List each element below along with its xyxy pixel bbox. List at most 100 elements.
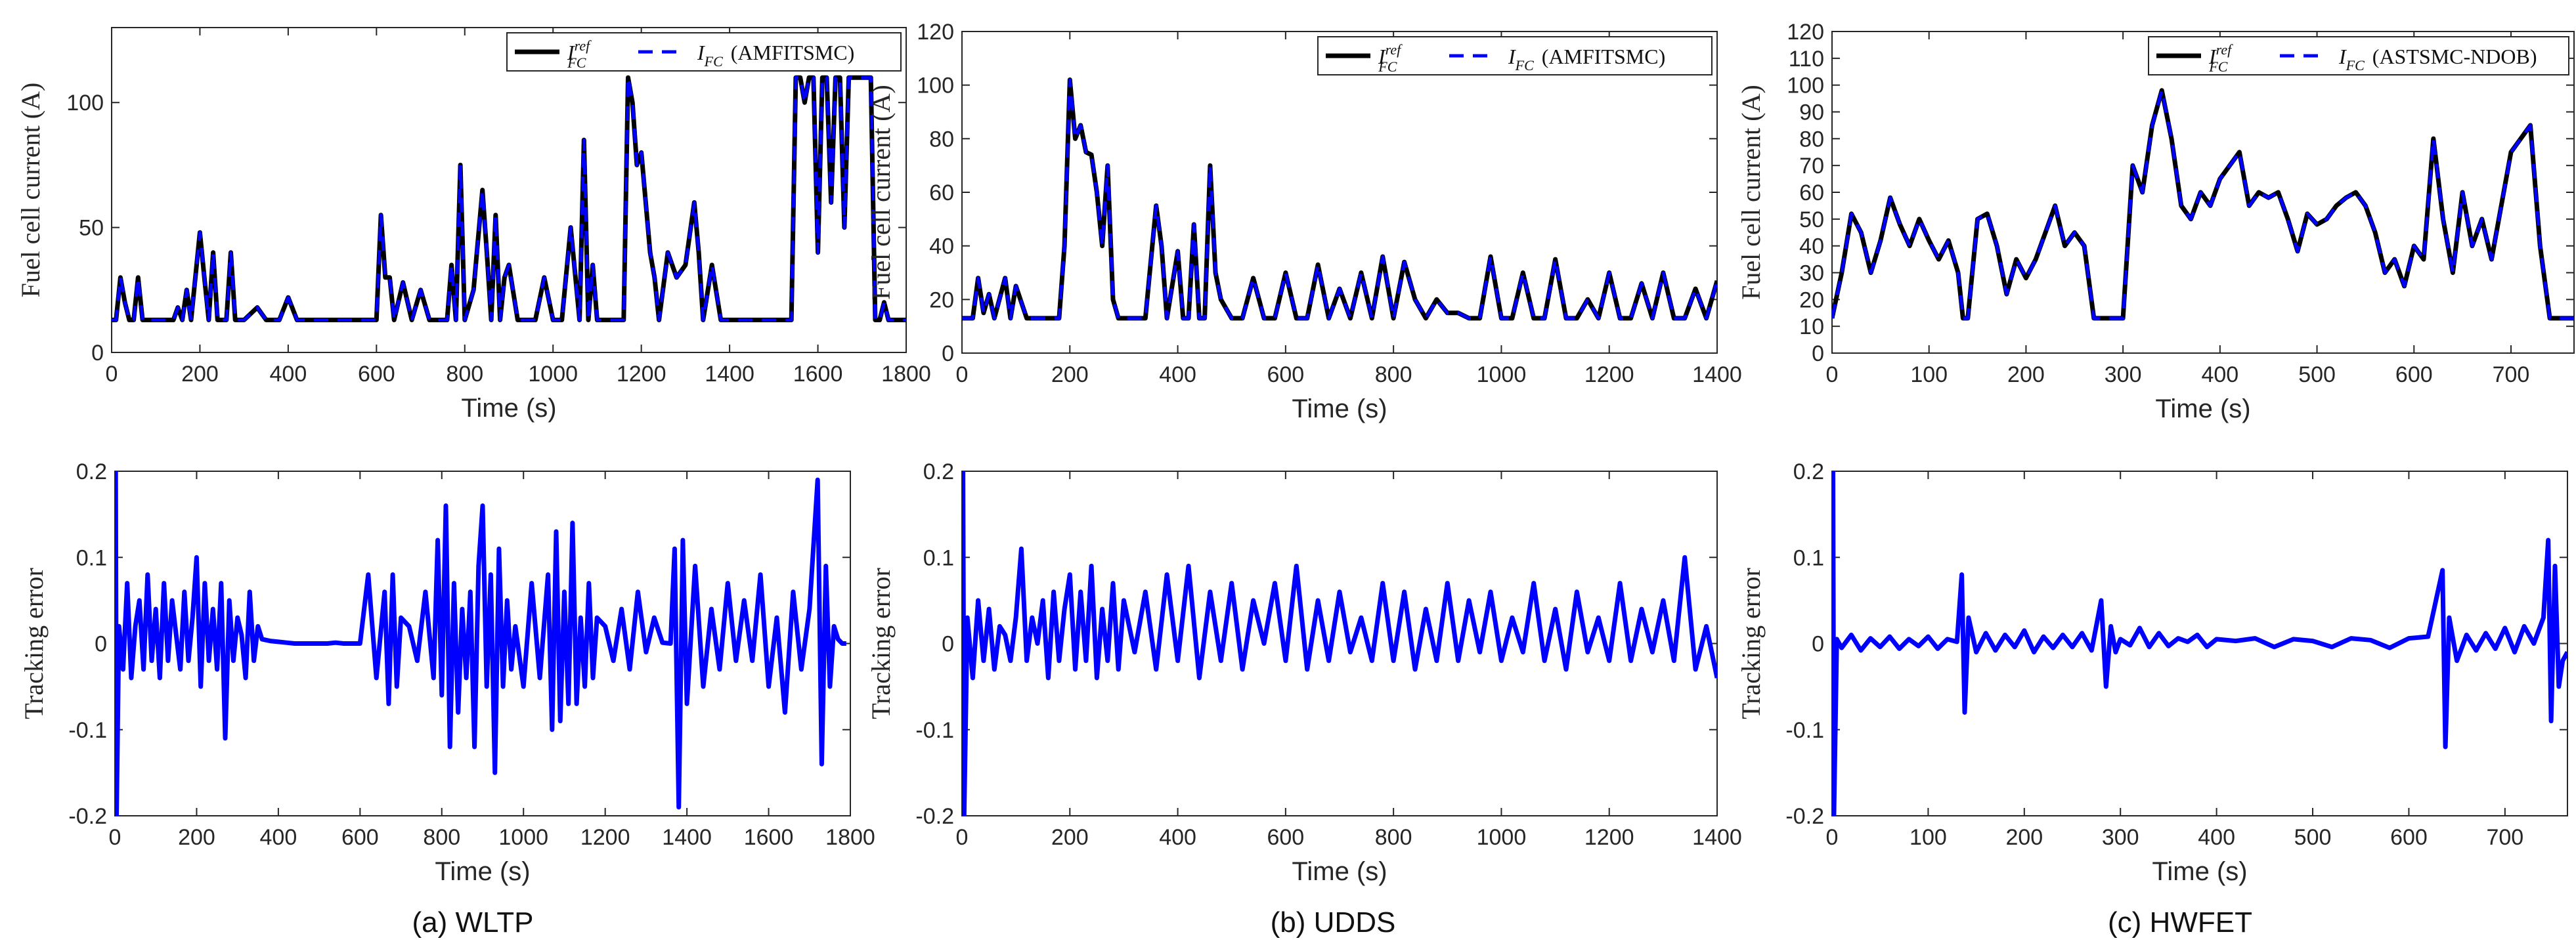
legend-ref-sup: ref [1386, 41, 1403, 58]
x-tick-label: 0 [956, 825, 969, 850]
x-tick-label: 1600 [793, 362, 843, 387]
legend-ref-symbol: I [2208, 45, 2217, 68]
caption-a: (a) WLTP [412, 906, 534, 939]
legend: Iref FC IFC (AMFITSMC) [1317, 36, 1713, 75]
legend-trk-sub: FC [2346, 57, 2365, 74]
x-tick-label: 400 [2198, 825, 2235, 850]
x-tick-label: 1400 [705, 362, 754, 387]
y-tick-label: 0.2 [76, 459, 107, 484]
x-tick-label: 800 [1375, 362, 1412, 387]
x-tick-label: 1800 [825, 825, 875, 850]
x-tick-label: 600 [1267, 362, 1304, 387]
y-tick-label: 60 [929, 180, 954, 205]
y-tick-label: -0.2 [68, 804, 107, 829]
legend-trk-symbol: I [697, 41, 705, 64]
legend-label-reference: Iref FC [1378, 41, 1403, 75]
chart-a-bottom: 0 200 400 600 800 1000 1200 1400 1600 1800 -0.2 -0.… [19, 459, 875, 886]
legend-ref-sub: FC [2208, 58, 2227, 75]
x-axis-label: Time (s) [2155, 394, 2250, 423]
x-axis-label: Time (s) [2152, 857, 2247, 886]
chart-b-bottom: 0 200 400 600 800 1000 1200 1400 -0.2 -0.1 0 0.1 0.2… [866, 459, 1742, 886]
x-tick-label: 400 [260, 825, 297, 850]
x-tick-label: 200 [1051, 362, 1089, 387]
legend-trk-symbol: I [2338, 45, 2347, 68]
x-tick-label: 0 [109, 825, 121, 850]
y-tick-label: 100 [66, 91, 104, 116]
x-tick-label: 200 [2007, 362, 2045, 387]
x-tick-label: 700 [2486, 825, 2523, 850]
x-tick-label: 400 [1159, 362, 1196, 387]
y-axis-label: Fuel cell current (A) [16, 83, 45, 298]
y-tick-label: 0 [95, 632, 107, 657]
x-tick-label: 600 [1267, 825, 1304, 850]
y-tick-label: 120 [917, 20, 954, 45]
caption-c: (c) HWFET [2108, 906, 2252, 939]
x-tick-label: 1000 [1477, 362, 1527, 387]
x-tick-label: 200 [2005, 825, 2043, 850]
x-tick-label: 800 [1375, 825, 1412, 850]
y-tick-label: 50 [79, 216, 104, 241]
x-tick-label: 1200 [617, 362, 666, 387]
y-tick-label: 0 [1812, 632, 1824, 657]
x-tick-label: 1600 [744, 825, 794, 850]
y-axis-label: Tracking error [866, 568, 896, 719]
x-tick-label: 500 [2298, 362, 2336, 387]
y-tick-label: 0.2 [923, 459, 954, 484]
legend-ref-sub: FC [1378, 58, 1397, 75]
x-tick-label: 700 [2493, 362, 2530, 387]
legend-ref-sub: FC [567, 54, 586, 71]
y-tick-label: 100 [1787, 74, 1824, 98]
x-tick-label: 1400 [1692, 362, 1742, 387]
y-tick-label: 120 [1787, 20, 1824, 45]
y-tick-label: 80 [929, 127, 954, 152]
x-tick-label: 400 [2201, 362, 2238, 387]
x-tick-label: 300 [2105, 362, 2142, 387]
x-tick-label: 1200 [1584, 362, 1634, 387]
legend-box [506, 32, 902, 72]
chart-c-top: 0 100 200 300 400 500 600 700 010203040506070809… [1736, 20, 2575, 423]
x-tick-label: 0 [1826, 362, 1839, 387]
legend-box [1317, 36, 1713, 75]
x-axis-label: Time (s) [1292, 394, 1387, 423]
x-tick-label: 600 [341, 825, 379, 850]
legend-trk-symbol: I [1508, 45, 1516, 68]
legend-ref-symbol: I [1378, 45, 1386, 68]
series-line-reference [962, 471, 1717, 816]
chart-c-bottom: 0 100 200 300 400 500 600 700 -0.2 -0.1 0 0.1 0.2 Tim… [1736, 459, 2568, 886]
y-tick-label: 0.1 [76, 545, 107, 570]
x-tick-label: 400 [1159, 825, 1196, 850]
x-tick-label: 1400 [1692, 825, 1742, 850]
legend-ref-symbol: I [567, 41, 575, 64]
legend-trk-sub: FC [1515, 57, 1534, 74]
y-tick-label: 0.1 [1793, 545, 1824, 570]
x-tick-label: 800 [446, 362, 483, 387]
series-line-tracked [112, 75, 906, 322]
x-tick-label: 200 [181, 362, 219, 387]
y-tick-label: 90 [1799, 100, 1824, 125]
legend-label-tracked: IFC (AMFITSMC) [697, 41, 854, 70]
legend-trk-method: (ASTSMC-NDOB) [2372, 45, 2537, 68]
legend: Iref FC IFC (ASTSMC-NDOB) [2148, 36, 2569, 75]
x-tick-label: 200 [1051, 825, 1089, 850]
x-tick-label: 300 [2102, 825, 2139, 850]
legend-label-tracked: IFC (AMFITSMC) [1508, 45, 1665, 74]
series-group [1832, 88, 2574, 321]
x-axis-label: Time (s) [1292, 857, 1387, 886]
x-tick-label: 1200 [1584, 825, 1634, 850]
y-tick-label: 0.2 [1793, 459, 1824, 484]
legend-label-tracked: IFC (ASTSMC-NDOB) [2338, 45, 2537, 74]
y-tick-label: 20 [1799, 287, 1824, 312]
series-group [962, 77, 1717, 321]
x-tick-label: 600 [358, 362, 395, 387]
x-tick-label: 400 [270, 362, 307, 387]
chart-a-top: 0 200 400 600 800 1000 1200 1400 1600 1800 0 50 100 T… [16, 27, 931, 423]
chart-b-top: 0 200 400 600 800 1000 1200 1400 0 20 40 60 80 100 120… [866, 20, 1742, 423]
y-tick-label: 40 [1799, 234, 1824, 259]
x-tick-label: 1000 [528, 362, 578, 387]
series-line-reference [1832, 88, 2574, 321]
y-tick-label: 0.1 [923, 545, 954, 570]
series-group [962, 471, 1717, 816]
caption-b: (b) UDDS [1271, 906, 1396, 939]
x-tick-label: 0 [1826, 825, 1839, 850]
